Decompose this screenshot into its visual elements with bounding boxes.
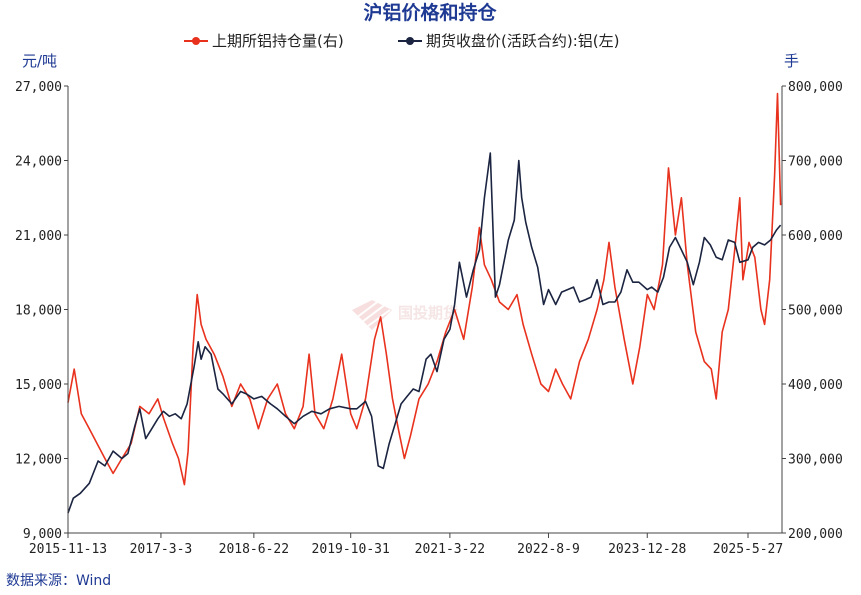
left-axis-unit: 元/吨: [22, 52, 57, 70]
x-tick-label: 2025-5-27: [713, 542, 783, 557]
right-tick-label: 200,000: [788, 527, 843, 542]
right-tick-label: 300,000: [788, 453, 843, 468]
chart-title: 沪铝价格和持仓: [363, 1, 497, 24]
left-tick-label: 24,000: [15, 155, 62, 170]
right-tick-label: 400,000: [788, 378, 843, 393]
left-tick-label: 18,000: [15, 304, 62, 319]
x-tick-label: 2017-3-3: [130, 542, 193, 557]
left-tick-label: 21,000: [15, 229, 62, 244]
plot-area: [67, 92, 782, 514]
series-line-position: [67, 92, 782, 486]
right-tick-label: 700,000: [788, 155, 843, 170]
legend-label-position: 上期所铝持仓量(右): [212, 32, 344, 50]
right-tick-label: 600,000: [788, 229, 843, 244]
right-tick-label: 500,000: [788, 304, 843, 319]
source-note: 数据来源：Wind: [6, 573, 111, 589]
legend-marker-position: [192, 37, 200, 45]
x-tick-label: 2023-12-28: [608, 542, 686, 557]
right-axis-unit: 手: [784, 52, 799, 70]
right-tick-label: 800,000: [788, 80, 843, 95]
series-line-price: [67, 152, 782, 514]
x-tick-label: 2019-10-31: [312, 542, 390, 557]
left-tick-label: 27,000: [15, 80, 62, 95]
axes: 9,000 12,000 15,000 18,000 21,000 24,000 27,00…: [15, 80, 843, 557]
x-tick-label: 2018-6-22: [219, 542, 289, 557]
legend: 上期所铝持仓量(右) 期货收盘价(活跃合约):铝(左): [184, 32, 619, 50]
x-tick-label: 2022-8-9: [517, 542, 580, 557]
legend-marker-price: [406, 37, 414, 45]
left-tick-label: 12,000: [15, 453, 62, 468]
x-tick-label: 2021-3-22: [415, 542, 485, 557]
left-tick-label: 15,000: [15, 378, 62, 393]
x-tick-label: 2015-11-13: [29, 542, 107, 557]
left-tick-label: 9,000: [23, 527, 62, 542]
watermark-logo: 国投期货: [352, 299, 458, 330]
legend-label-price: 期货收盘价(活跃合约):铝(左): [426, 32, 619, 50]
watermark-text: 国投期货: [398, 304, 458, 322]
